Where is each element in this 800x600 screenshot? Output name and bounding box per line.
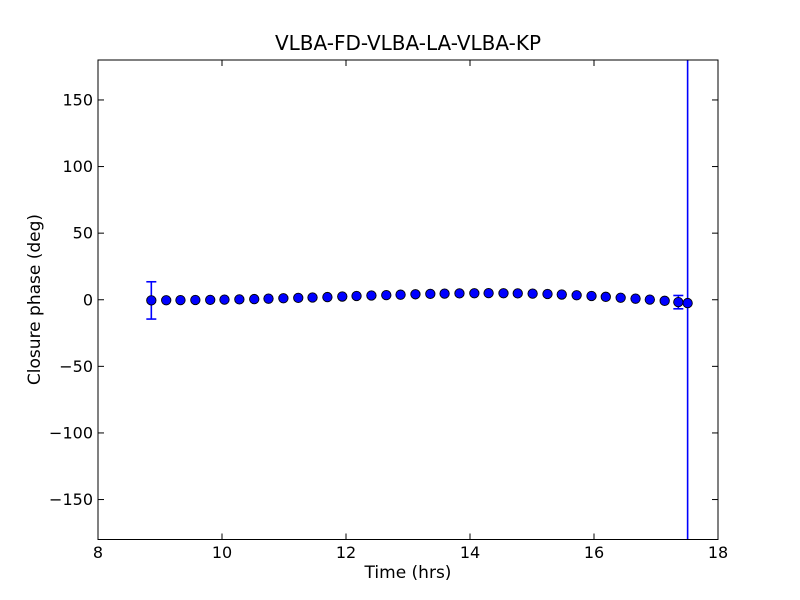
data-point [146, 295, 157, 306]
y-tick-label: 50 [73, 224, 93, 243]
data-point [337, 291, 348, 302]
data-point [381, 289, 392, 301]
data-point [425, 288, 436, 300]
data-point [469, 288, 480, 299]
data-point [439, 288, 450, 299]
data-point [410, 289, 421, 300]
data-point [682, 297, 693, 309]
y-tick-label: −150 [49, 490, 93, 509]
data-point [205, 294, 216, 306]
marker-layer [146, 287, 693, 309]
data-point [219, 294, 230, 305]
data-point [351, 290, 362, 302]
y-tick-label: 100 [62, 157, 93, 176]
y-axis-label: Closure phase (deg) [25, 214, 45, 385]
x-axis-label: Time (hrs) [364, 563, 452, 583]
y-tick-label: 0 [83, 290, 93, 309]
data-point [263, 293, 274, 304]
data-point [600, 291, 611, 302]
axes-frame [97, 59, 719, 540]
data-point [366, 290, 377, 301]
data-point [498, 288, 509, 299]
data-point [659, 295, 670, 306]
data-point [542, 288, 553, 300]
x-tick-label: 8 [93, 543, 103, 562]
y-tick-label: −50 [59, 357, 93, 376]
data-point [454, 288, 465, 299]
data-point [307, 292, 318, 303]
data-point [278, 293, 289, 304]
data-point [483, 287, 494, 299]
x-tick-label: 18 [708, 543, 728, 562]
tick-label-layer: 8 10 12 14 16 18 −150 −100 −50 0 50 100 150 [49, 90, 728, 562]
x-tick-label: 16 [584, 543, 604, 562]
data-point [527, 288, 538, 299]
x-tick-label: 12 [336, 543, 356, 562]
data-point [644, 294, 655, 305]
x-tick-label: 10 [212, 543, 232, 562]
data-point [630, 293, 641, 304]
data-point [293, 292, 304, 304]
y-tick-label: 150 [62, 90, 93, 109]
data-point [322, 291, 333, 303]
data-point [190, 294, 201, 306]
plot-area [98, 60, 718, 540]
data-point [395, 289, 406, 300]
data-point [615, 292, 626, 303]
data-point [556, 289, 567, 300]
data-point [673, 296, 684, 308]
data-point [175, 294, 186, 306]
data-point [161, 295, 172, 306]
data-point [234, 294, 245, 305]
data-point [512, 288, 523, 299]
y-tick-label: −100 [49, 423, 93, 442]
data-point [249, 293, 260, 305]
data-point [586, 290, 597, 302]
x-tick-label: 14 [460, 543, 480, 562]
data-point [571, 290, 582, 301]
chart-title: VLBA-FD-VLBA-LA-VLBA-KP [275, 31, 541, 55]
